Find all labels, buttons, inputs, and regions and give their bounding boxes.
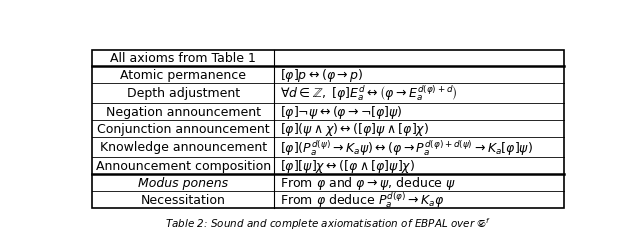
Text: Conjunction announcement: Conjunction announcement — [97, 122, 269, 135]
Text: $[\varphi]\neg\psi \leftrightarrow (\varphi \to \neg[\varphi]\psi)$: $[\varphi]\neg\psi \leftrightarrow (\var… — [280, 103, 403, 120]
Text: Depth adjustment: Depth adjustment — [127, 87, 239, 100]
Text: Announcement composition: Announcement composition — [95, 159, 271, 172]
Text: $[\varphi]p \leftrightarrow (\varphi \to p)$: $[\varphi]p \leftrightarrow (\varphi \to… — [280, 66, 364, 83]
Bar — [92, 51, 564, 208]
Text: $[\varphi](P_a^{d(\psi)} \to K_a\psi) \leftrightarrow (\varphi \to P_a^{d(\varph: $[\varphi](P_a^{d(\psi)} \to K_a\psi) \l… — [280, 137, 533, 157]
Text: All axioms from Table 1: All axioms from Table 1 — [110, 52, 256, 65]
Text: Negation announcement: Negation announcement — [106, 105, 260, 118]
Text: $\forall d \in \mathbb{Z},\; [\varphi]E_a^d \leftrightarrow \left(\varphi \to E_: $\forall d \in \mathbb{Z},\; [\varphi]E_… — [280, 83, 458, 103]
Text: From $\varphi$ and $\varphi \to \psi$, deduce $\psi$: From $\varphi$ and $\varphi \to \psi$, d… — [280, 174, 456, 191]
Text: Necessitation: Necessitation — [141, 193, 225, 206]
Text: Knowledge announcement: Knowledge announcement — [100, 141, 267, 154]
Text: From $\varphi$ deduce $P_a^{d(\varphi)} \to K_a\varphi$: From $\varphi$ deduce $P_a^{d(\varphi)} … — [280, 190, 444, 209]
Text: $[\varphi](\psi \wedge \chi) \leftrightarrow ([\varphi]\psi \wedge [\varphi]\chi: $[\varphi](\psi \wedge \chi) \leftrighta… — [280, 120, 429, 137]
Text: Modus ponens: Modus ponens — [138, 176, 228, 189]
Text: Atomic permanence: Atomic permanence — [120, 68, 246, 81]
Text: Table 2: Sound and complete axiomatisation of EBPAL over $\mathfrak{S}^{f}$: Table 2: Sound and complete axiomatisati… — [165, 215, 491, 231]
Text: $[\varphi][\psi]\chi \leftrightarrow ([\varphi \wedge [\varphi]\psi]\chi)$: $[\varphi][\psi]\chi \leftrightarrow ([\… — [280, 157, 415, 174]
